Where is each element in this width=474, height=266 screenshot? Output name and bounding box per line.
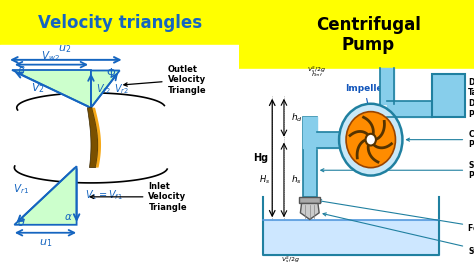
Polygon shape	[91, 70, 119, 108]
Text: $u_2$: $u_2$	[58, 44, 71, 55]
Text: Outlet
Velocity
Triangle: Outlet Velocity Triangle	[124, 65, 206, 95]
Text: Foot valve: Foot valve	[319, 200, 474, 233]
Text: Suction
Pipe: Suction Pipe	[321, 161, 474, 180]
Text: Impeller: Impeller	[345, 84, 387, 93]
Polygon shape	[12, 70, 91, 108]
Text: $\Phi$: $\Phi$	[106, 66, 117, 78]
Text: $V_1=V_{f1}$: $V_1=V_{f1}$	[85, 189, 123, 202]
Text: $\alpha$: $\alpha$	[64, 212, 73, 222]
Polygon shape	[301, 203, 319, 219]
Circle shape	[346, 112, 395, 168]
Text: Delivery
Tank: Delivery Tank	[439, 78, 474, 97]
Text: $V_2$: $V_2$	[31, 82, 45, 95]
Text: Centrifugal
Pump: Centrifugal Pump	[316, 15, 421, 54]
Text: Inlet
Velocity
Triangle: Inlet Velocity Triangle	[91, 182, 187, 212]
Bar	[299, 197, 320, 203]
Text: $V_{r1}$: $V_{r1}$	[13, 182, 29, 196]
Polygon shape	[87, 108, 98, 168]
Text: $h_s$: $h_s$	[291, 174, 302, 186]
Text: Velocity triangles: Velocity triangles	[37, 14, 202, 32]
Text: Delivery
Pipe: Delivery Pipe	[438, 99, 474, 119]
Bar	[303, 117, 317, 197]
Polygon shape	[92, 108, 101, 168]
Text: $V_{f2}$: $V_{f2}$	[96, 82, 110, 96]
Text: $V_{w2}$: $V_{w2}$	[41, 49, 60, 63]
Bar	[432, 74, 465, 117]
Text: Centrifugal
Pump: Centrifugal Pump	[407, 130, 474, 149]
Text: $h_{mf}$: $h_{mf}$	[310, 70, 323, 79]
Polygon shape	[14, 166, 77, 225]
Text: Strainer: Strainer	[323, 213, 474, 256]
Circle shape	[365, 134, 376, 146]
Text: $V_s^2/2g$: $V_s^2/2g$	[307, 64, 327, 74]
Text: Hg: Hg	[253, 153, 268, 163]
Text: $\theta$: $\theta$	[17, 216, 26, 228]
Text: $u_1$: $u_1$	[39, 237, 52, 249]
Text: $V_{r2}$: $V_{r2}$	[114, 82, 129, 96]
Text: $V_s^2/2g$: $V_s^2/2g$	[282, 254, 301, 265]
Text: $h_d$: $h_d$	[291, 111, 303, 124]
Text: $H_s$: $H_s$	[259, 174, 270, 186]
Text: $\beta$: $\beta$	[17, 64, 26, 78]
Circle shape	[339, 104, 402, 176]
